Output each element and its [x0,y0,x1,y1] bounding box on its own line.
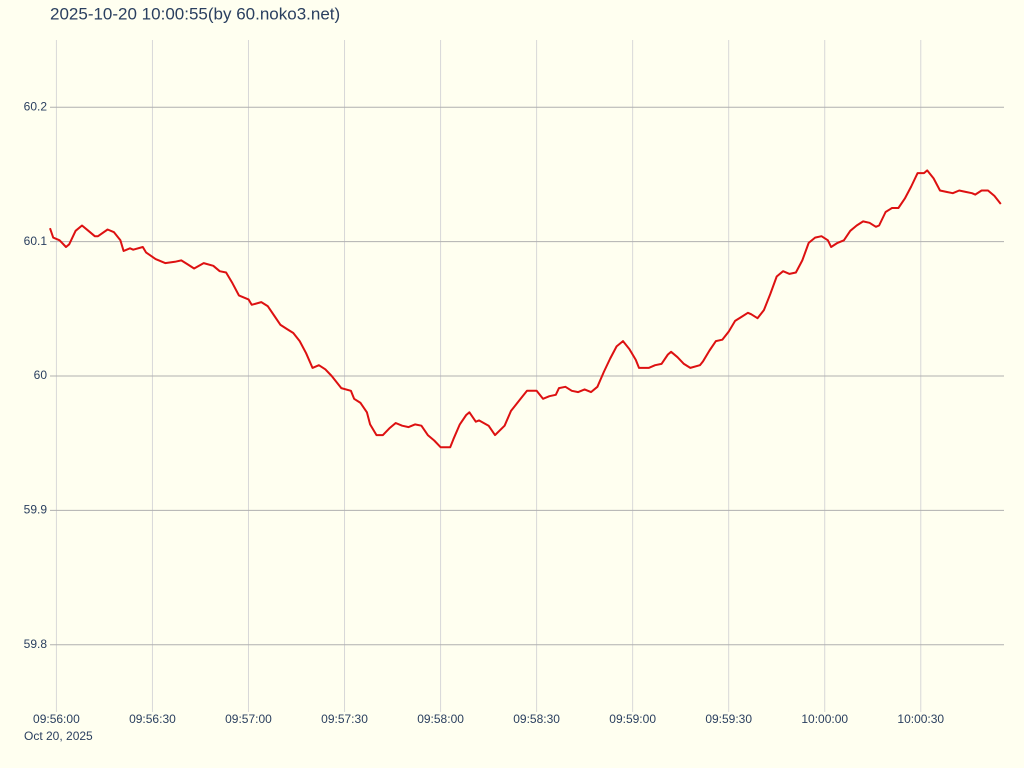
x-tick-label: 09:57:00 [225,712,272,726]
chart-title: 2025-10-20 10:00:55(by 60.noko3.net) [50,4,340,23]
x-tick-label: 10:00:00 [801,712,848,726]
y-tick-label: 59.8 [24,637,48,651]
y-tick-label: 60.2 [24,99,48,113]
y-tick-label: 60 [34,368,48,382]
x-tick-label: 09:57:30 [321,712,368,726]
x-date-label: Oct 20, 2025 [24,729,93,743]
x-tick-label: 09:58:00 [417,712,464,726]
y-tick-label: 60.1 [24,234,48,248]
y-tick-label: 59.9 [24,503,48,517]
price-line [49,169,1002,449]
x-tick-label: 10:00:30 [897,712,944,726]
x-tick-label: 09:59:00 [609,712,656,726]
x-tick-label: 09:56:30 [129,712,176,726]
x-tick-label: 09:58:30 [513,712,560,726]
x-tick-label: 09:56:00 [33,712,80,726]
x-tick-label: 09:59:30 [705,712,752,726]
